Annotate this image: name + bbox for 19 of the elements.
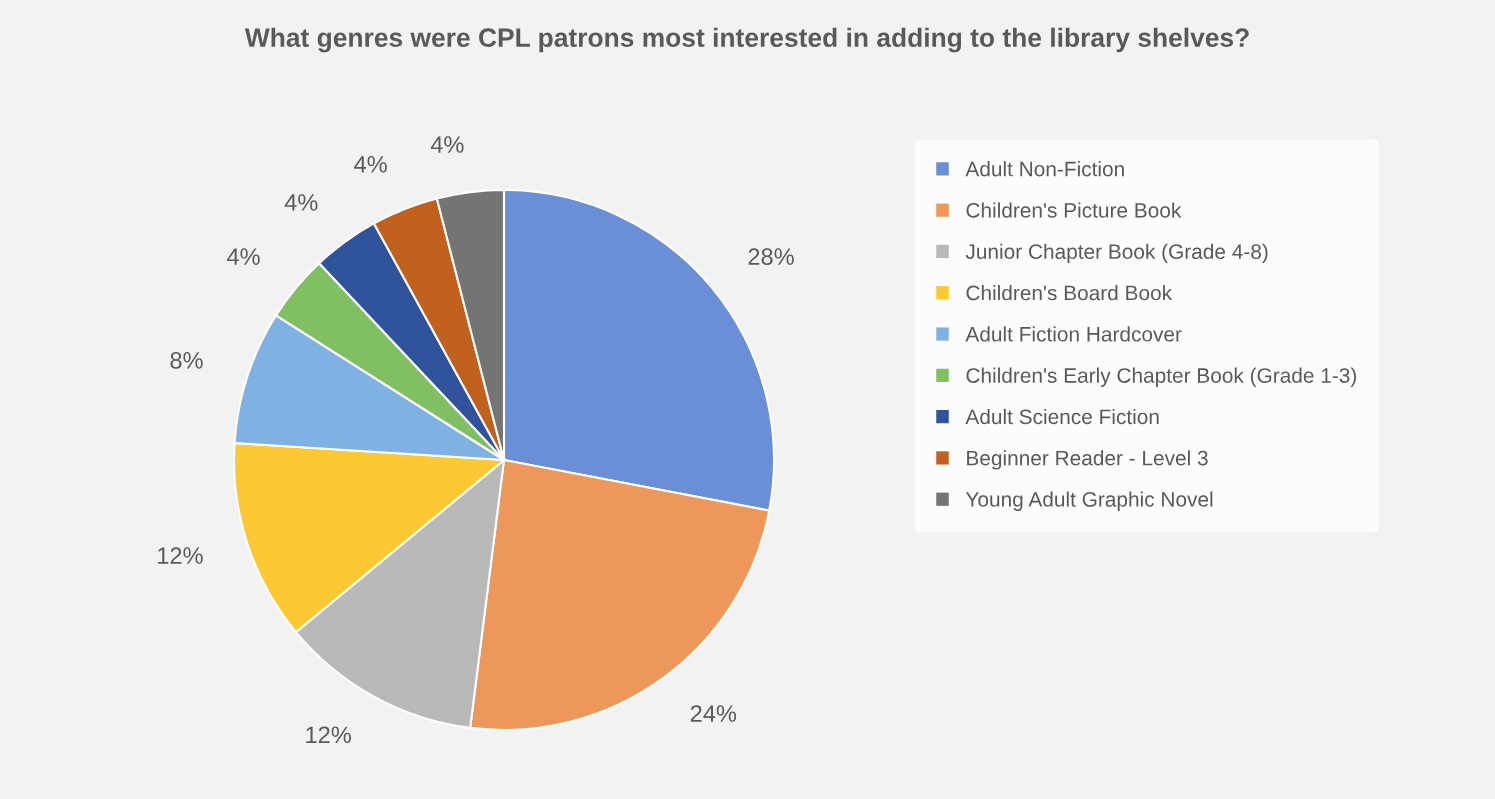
- chart-title: What genres were CPL patrons most interested in adding to the library shelves?: [244, 27, 1249, 53]
- data-label: 4%: [430, 136, 464, 153]
- legend-label: Adult Non-Fiction: [965, 161, 1124, 177]
- data-label: 8%: [170, 352, 203, 369]
- data-label: 24%: [690, 705, 737, 722]
- legend-label: Young Adult Graphic Novel: [965, 491, 1213, 511]
- legend-label: Junior Chapter Book (Grade 4-8): [965, 243, 1268, 264]
- data-label: 28%: [748, 248, 794, 265]
- legend-label: Children's Early Chapter Book (Grade 1-3): [966, 367, 1356, 388]
- legend-label: Children's Board Book: [966, 284, 1173, 301]
- data-label: 12%: [158, 547, 203, 564]
- legend-label: Beginner Reader - Level 3: [967, 450, 1208, 470]
- data-label: 4%: [354, 156, 387, 173]
- legend-label: Adult Fiction Hardcover: [965, 326, 1182, 342]
- legend-label: Adult Science Fiction: [965, 408, 1159, 425]
- data-label: 4%: [227, 248, 260, 265]
- data-label: 12%: [306, 726, 351, 744]
- legend-label: Children's Picture Book: [966, 202, 1182, 218]
- data-label: 4%: [284, 194, 318, 211]
